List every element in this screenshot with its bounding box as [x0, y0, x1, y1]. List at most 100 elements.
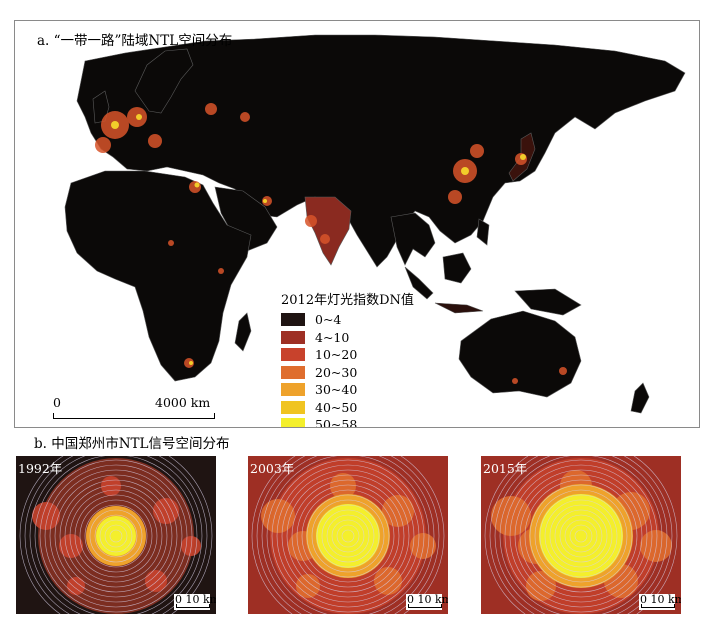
light-patch	[261, 499, 295, 533]
legend-item: 40~50	[281, 399, 414, 417]
buffer-ring	[316, 504, 380, 568]
year-label: 2015年	[483, 461, 528, 476]
scale-bar-b: 0 10 km	[174, 594, 216, 610]
eurasia-landmass	[76, 34, 686, 268]
legend-item: 10~20	[281, 346, 414, 364]
philippines-landmass	[476, 218, 490, 246]
buffer-ring	[29, 456, 203, 614]
buffer-ring	[534, 489, 628, 583]
light-patch	[181, 536, 201, 556]
light-patch	[491, 496, 531, 536]
buffer-ring	[554, 509, 608, 563]
legend-swatch	[281, 365, 305, 379]
buffer-ring	[291, 479, 405, 593]
legend-swatch	[281, 418, 305, 427]
year-label: 2003年	[250, 461, 295, 476]
buffer-ring	[321, 509, 375, 563]
dn-legend: 2012年灯光指数DN值 0~4 4~10 10~20 20~30 30~40 …	[281, 289, 414, 428]
buffer-ring	[326, 514, 370, 558]
buffer-ring	[89, 509, 143, 563]
buffer-ring	[331, 519, 365, 553]
buffer-ring	[544, 499, 618, 573]
ntl-map-panel-a: a. “一带一路”陆域NTL空间分布 2012年灯光指数DN值 0~4 4~10…	[14, 20, 700, 428]
scale-bar-line	[176, 604, 210, 608]
new-zealand-landmass	[630, 382, 650, 414]
urban-core	[539, 494, 623, 578]
buffer-ring	[104, 524, 128, 548]
scale-distance: 4000 km	[155, 395, 211, 410]
arabia-landmass	[214, 186, 278, 252]
zhengzhou-map-2015: 2015年 0 10 km	[481, 456, 681, 614]
legend-swatch	[281, 330, 305, 344]
buffer-ring	[84, 504, 148, 568]
light-patch	[410, 533, 436, 559]
zhengzhou-ntl-rings	[481, 456, 681, 614]
legend-swatch	[281, 400, 305, 414]
scale-bar-a: 0 4000 km	[53, 395, 223, 419]
legend-item: 4~10	[281, 329, 414, 347]
legend-item: 0~4	[281, 311, 414, 329]
legend-swatch	[281, 313, 305, 327]
buffer-ring	[251, 456, 445, 614]
buffer-ring	[311, 499, 385, 573]
panel-a-title: a. “一带一路”陆域NTL空间分布	[37, 33, 233, 49]
buffer-ring	[499, 456, 663, 614]
scale-bar-line	[408, 604, 442, 608]
buffer-ring	[59, 479, 173, 593]
buffer-ring	[489, 456, 673, 614]
buffer-ring	[341, 529, 355, 543]
buffer-ring	[529, 484, 633, 588]
scale-text: 0 10 km	[407, 593, 448, 606]
legend-item: 50~58	[281, 416, 414, 428]
scale-bar-b: 0 10 km	[406, 594, 448, 610]
buffer-ring	[336, 524, 360, 548]
buffer-ring	[514, 469, 648, 603]
legend-swatch	[281, 348, 305, 362]
buffer-ring	[569, 524, 593, 548]
legend-label: 50~58	[315, 417, 358, 428]
light-patch	[374, 567, 402, 595]
legend-label: 20~30	[315, 364, 358, 380]
legend-title: 2012年灯光指数DN值	[281, 293, 414, 308]
buffer-ring	[519, 474, 643, 598]
buffer-ring	[54, 474, 178, 598]
buffer-ring	[94, 514, 138, 558]
scale-bar-line	[53, 413, 215, 419]
buffer-ring	[574, 529, 588, 543]
buffer-ring	[276, 464, 420, 608]
buffer-ring	[39, 459, 193, 613]
africa-landmass	[64, 170, 252, 382]
legend-label: 0~4	[315, 312, 342, 328]
australia-landmass	[458, 310, 582, 398]
buffer-ring	[286, 474, 410, 598]
zhengzhou-map-1992: 1992年 0 10 km	[16, 456, 216, 614]
scale-bar-line	[641, 604, 675, 608]
light-patch	[67, 577, 85, 595]
light-patch	[101, 476, 121, 496]
bright-light-cores	[111, 114, 526, 365]
light-patch	[640, 530, 672, 562]
buffer-ring	[539, 494, 623, 578]
buffer-ring	[74, 494, 158, 578]
buffer-ring	[69, 489, 163, 583]
buffer-ring	[559, 514, 603, 558]
zhengzhou-ntl-rings	[16, 456, 216, 614]
buffer-ring	[271, 459, 425, 613]
buffer-ring	[44, 464, 188, 608]
buffer-ring	[261, 456, 435, 614]
buffer-ring	[256, 456, 440, 614]
legend-label: 30~40	[315, 382, 358, 398]
buffer-ring	[524, 479, 638, 593]
buffer-ring	[484, 456, 678, 614]
legend-swatch	[281, 383, 305, 397]
buffer-ring	[549, 504, 613, 568]
light-patch	[296, 574, 320, 598]
scandinavia-landmass	[134, 48, 194, 114]
light-patch	[32, 502, 60, 530]
light-patch	[330, 473, 356, 499]
buffer-ring	[494, 456, 668, 614]
new-guinea-landmass	[514, 288, 582, 316]
zhengzhou-map-2003: 2003年 0 10 km	[248, 456, 448, 614]
buffer-ring	[306, 494, 390, 578]
sumatra-landmass	[404, 266, 434, 300]
